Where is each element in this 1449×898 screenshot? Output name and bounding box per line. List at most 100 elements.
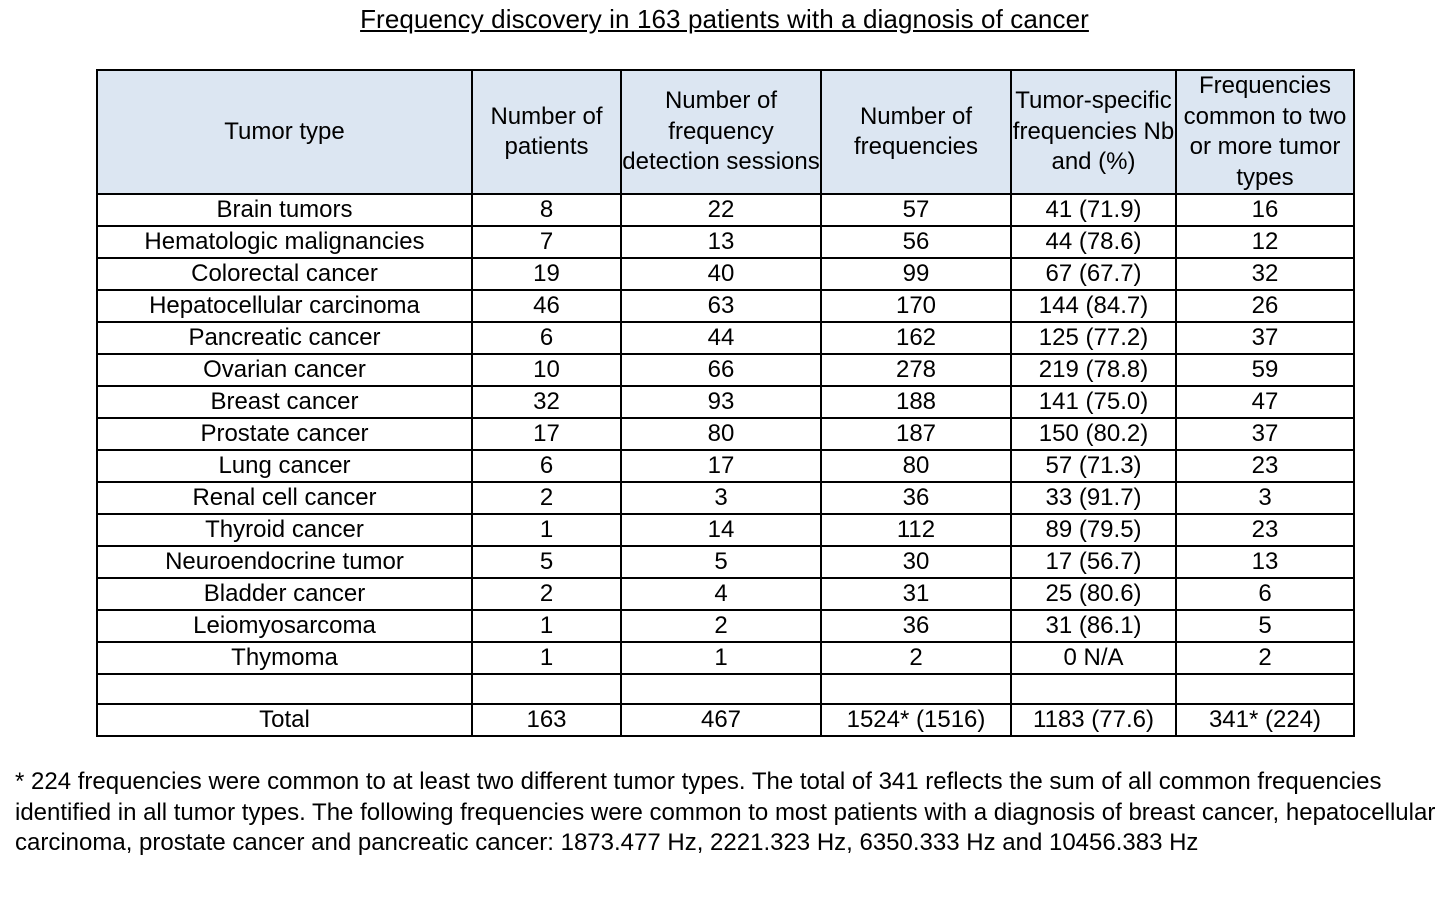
sessions-cell: 66 — [620, 353, 822, 387]
total-label: Total — [96, 703, 473, 737]
frequencies-cell: 31 — [820, 577, 1012, 611]
tumor-type-cell: Thymoma — [96, 641, 473, 675]
blank-cell — [1010, 673, 1177, 705]
tumor-type-cell: Prostate cancer — [96, 417, 473, 451]
tumor-type-cell: Neuroendocrine tumor — [96, 545, 473, 579]
frequencies-cell: 112 — [820, 513, 1012, 547]
table-row: Leiomyosarcoma 1 2 36 31 (86.1) 5 — [96, 609, 1355, 643]
common-cell: 23 — [1175, 449, 1355, 483]
frequencies-cell: 56 — [820, 225, 1012, 259]
common-cell: 2 — [1175, 641, 1355, 675]
tumor-specific-cell: 31 (86.1) — [1010, 609, 1177, 643]
tumor-type-cell: Ovarian cancer — [96, 353, 473, 387]
blank-row — [96, 673, 1355, 705]
patients-cell: 46 — [471, 289, 622, 323]
sessions-cell: 14 — [620, 513, 822, 547]
frequencies-cell: 57 — [820, 193, 1012, 227]
patients-cell: 32 — [471, 385, 622, 419]
frequencies-cell: 36 — [820, 609, 1012, 643]
frequencies-cell: 2 — [820, 641, 1012, 675]
footnote: * 224 frequencies were common to at leas… — [15, 768, 1436, 856]
tumor-type-cell: Hepatocellular carcinoma — [96, 289, 473, 323]
total-frequencies: 1524* (1516) — [820, 703, 1012, 737]
tumor-type-cell: Thyroid cancer — [96, 513, 473, 547]
table-row: Breast cancer 32 93 188 141 (75.0) 47 — [96, 385, 1355, 419]
sessions-cell: 3 — [620, 481, 822, 515]
table-row: Colorectal cancer 19 40 99 67 (67.7) 32 — [96, 257, 1355, 291]
sessions-cell: 13 — [620, 225, 822, 259]
total-row: Total 163 467 1524* (1516) 1183 (77.6) 3… — [96, 703, 1355, 737]
header-number-of-patients: Number of patients — [471, 69, 622, 195]
table-row: Hematologic malignancies 7 13 56 44 (78.6) 12 — [96, 225, 1355, 259]
tumor-specific-cell: 141 (75.0) — [1010, 385, 1177, 419]
sessions-cell: 5 — [620, 545, 822, 579]
header-tumor-type: Tumor type — [96, 69, 473, 195]
common-cell: 59 — [1175, 353, 1355, 387]
tumor-type-cell: Brain tumors — [96, 193, 473, 227]
total-tumor-specific: 1183 (77.6) — [1010, 703, 1177, 737]
sessions-cell: 2 — [620, 609, 822, 643]
total-common: 341* (224) — [1175, 703, 1355, 737]
patients-cell: 2 — [471, 481, 622, 515]
common-cell: 6 — [1175, 577, 1355, 611]
frequencies-cell: 170 — [820, 289, 1012, 323]
blank-cell — [620, 673, 822, 705]
sessions-cell: 93 — [620, 385, 822, 419]
patients-cell: 8 — [471, 193, 622, 227]
common-cell: 37 — [1175, 417, 1355, 451]
table-row: Thymoma 1 1 2 0 N/A 2 — [96, 641, 1355, 675]
tumor-specific-cell: 44 (78.6) — [1010, 225, 1177, 259]
patients-cell: 6 — [471, 321, 622, 355]
sessions-cell: 44 — [620, 321, 822, 355]
common-cell: 37 — [1175, 321, 1355, 355]
tumor-specific-cell: 144 (84.7) — [1010, 289, 1177, 323]
tumor-specific-cell: 67 (67.7) — [1010, 257, 1177, 291]
tumor-type-cell: Hematologic malignancies — [96, 225, 473, 259]
sessions-cell: 4 — [620, 577, 822, 611]
patients-cell: 19 — [471, 257, 622, 291]
patients-cell: 10 — [471, 353, 622, 387]
table-row: Lung cancer 6 17 80 57 (71.3) 23 — [96, 449, 1355, 483]
header-row: Tumor type Number of patients Number of … — [96, 69, 1355, 195]
header-common-frequencies: Frequencies common to two or more tumor … — [1175, 69, 1355, 195]
tumor-type-cell: Breast cancer — [96, 385, 473, 419]
frequencies-cell: 187 — [820, 417, 1012, 451]
tumor-specific-cell: 41 (71.9) — [1010, 193, 1177, 227]
total-patients: 163 — [471, 703, 622, 737]
patients-cell: 5 — [471, 545, 622, 579]
blank-cell — [96, 673, 473, 705]
sessions-cell: 22 — [620, 193, 822, 227]
common-cell: 32 — [1175, 257, 1355, 291]
table-row: Neuroendocrine tumor 5 5 30 17 (56.7) 13 — [96, 545, 1355, 579]
tumor-specific-cell: 57 (71.3) — [1010, 449, 1177, 483]
table-row: Thyroid cancer 1 14 112 89 (79.5) 23 — [96, 513, 1355, 547]
tumor-type-cell: Pancreatic cancer — [96, 321, 473, 355]
tumor-type-cell: Leiomyosarcoma — [96, 609, 473, 643]
total-sessions: 467 — [620, 703, 822, 737]
frequencies-cell: 162 — [820, 321, 1012, 355]
table-row: Renal cell cancer 2 3 36 33 (91.7) 3 — [96, 481, 1355, 515]
tumor-type-cell: Colorectal cancer — [96, 257, 473, 291]
tumor-specific-cell: 125 (77.2) — [1010, 321, 1177, 355]
tumor-type-cell: Lung cancer — [96, 449, 473, 483]
page-title: Frequency discovery in 163 patients with… — [360, 4, 1089, 34]
patients-cell: 1 — [471, 513, 622, 547]
common-cell: 23 — [1175, 513, 1355, 547]
tumor-specific-cell: 219 (78.8) — [1010, 353, 1177, 387]
table-row: Prostate cancer 17 80 187 150 (80.2) 37 — [96, 417, 1355, 451]
table-body: Brain tumors 8 22 57 41 (71.9) 16 Hematologic … — [96, 193, 1355, 705]
table-row: Ovarian cancer 10 66 278 219 (78.8) 59 — [96, 353, 1355, 387]
header-detection-sessions: Number of frequency detection sessions — [620, 69, 822, 195]
patients-cell: 1 — [471, 641, 622, 675]
sessions-cell: 40 — [620, 257, 822, 291]
tumor-type-cell: Bladder cancer — [96, 577, 473, 611]
patients-cell: 2 — [471, 577, 622, 611]
common-cell: 5 — [1175, 609, 1355, 643]
blank-cell — [1175, 673, 1355, 705]
frequency-table: Tumor type Number of patients Number of … — [96, 69, 1355, 737]
common-cell: 13 — [1175, 545, 1355, 579]
table-row: Pancreatic cancer 6 44 162 125 (77.2) 37 — [96, 321, 1355, 355]
common-cell: 12 — [1175, 225, 1355, 259]
sessions-cell: 63 — [620, 289, 822, 323]
tumor-specific-cell: 17 (56.7) — [1010, 545, 1177, 579]
